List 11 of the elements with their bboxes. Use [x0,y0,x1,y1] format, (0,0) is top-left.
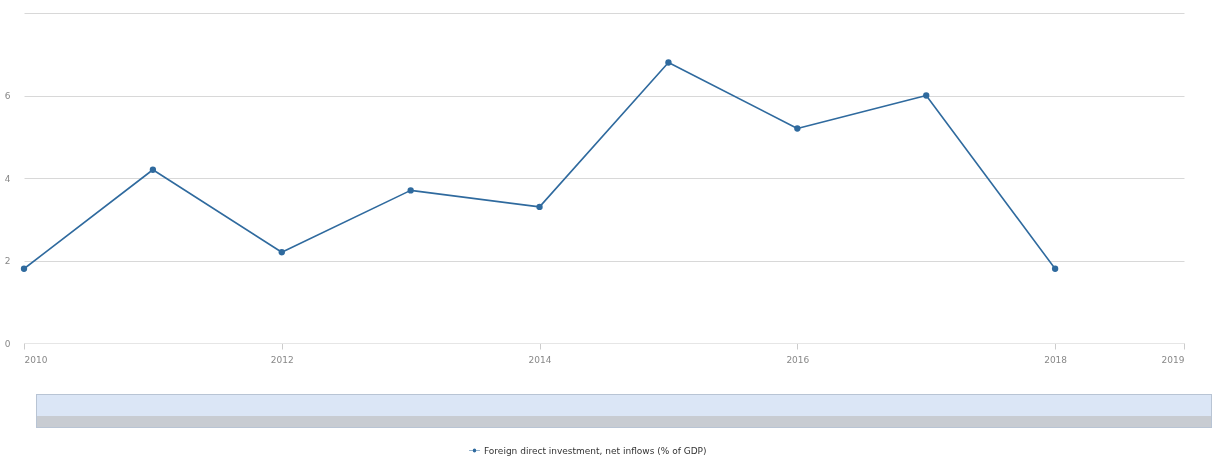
x-tick-label: 2018 [1044,354,1068,365]
x-tick-label: 2019 [1161,354,1185,365]
x-tick-label: 2016 [786,354,810,365]
legend-label: Foreign direct investment, net inflows (% of GDP) [484,445,707,456]
x-tick-label: 2014 [528,354,552,365]
y-tick-label: 2 [4,256,11,266]
x-tick-label: 2010 [24,354,48,365]
x-tick-label: 2012 [270,354,294,365]
y-tick-label: 4 [4,173,11,184]
y-tick-label: 6 [4,91,11,101]
y-tick-label: 0 [4,338,11,349]
